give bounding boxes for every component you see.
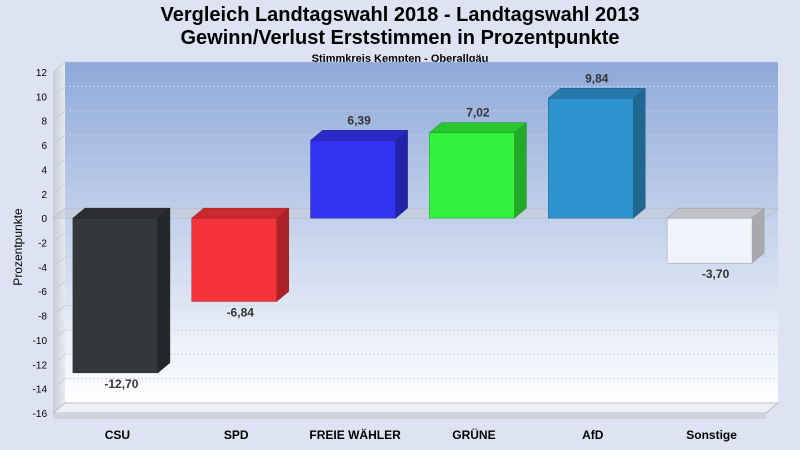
chart-subtitle: Gewinn/Verlust Erststimmen in Prozentpun… <box>180 27 620 49</box>
data-label: 9,84 <box>585 71 609 85</box>
grid-line-side <box>52 110 66 122</box>
x-tick-label: CSU <box>105 428 130 442</box>
y-tick-label: -2 <box>38 239 47 250</box>
y-tick-label: -8 <box>38 312 47 323</box>
grid-line-side <box>52 329 66 341</box>
bar <box>191 217 277 302</box>
y-axis-label: Prozentpunkte <box>11 208 25 286</box>
grid-line-side <box>52 61 66 73</box>
y-tick-label: 4 <box>41 165 47 176</box>
bar <box>666 217 753 264</box>
y-tick-label: 2 <box>41 190 47 201</box>
bar-top <box>309 130 409 141</box>
grid-line-side <box>52 232 66 243</box>
data-label: -12,70 <box>104 377 138 391</box>
bar-top <box>72 207 171 219</box>
bar <box>310 140 396 219</box>
y-tick-label: -10 <box>33 336 48 347</box>
grid-line-side <box>52 134 66 146</box>
grid-line-side <box>52 280 66 292</box>
y-tick-label: -4 <box>38 263 47 274</box>
grid-line-side <box>52 183 66 195</box>
x-tick-label: Sonstige <box>686 428 737 442</box>
bar-top <box>428 122 528 133</box>
grid-line-side <box>52 305 66 316</box>
plot-floor-edge <box>53 413 766 419</box>
bar-top <box>547 88 646 99</box>
x-tick-label: GRÜNE <box>452 427 495 442</box>
chart-title: Vergleich Landtagswahl 2018 - Landtagswa… <box>160 4 640 26</box>
data-label: 7,02 <box>466 106 490 120</box>
grid-line-side <box>52 85 66 97</box>
grid-line-side <box>52 353 66 365</box>
data-label: -6,84 <box>227 305 255 319</box>
x-tick-label: FREIE WÄHLER <box>309 427 401 442</box>
grid-line-side <box>52 256 66 268</box>
bar <box>72 217 159 374</box>
bar-top <box>191 207 290 219</box>
bar-top <box>666 207 765 219</box>
y-tick-label: 10 <box>36 92 48 103</box>
y-tick-label: -6 <box>38 287 47 298</box>
data-label: 6,39 <box>347 113 371 127</box>
grid-line-side <box>52 378 66 390</box>
y-tick-label: 12 <box>36 68 48 79</box>
bar-side <box>514 122 527 219</box>
data-label: -3,70 <box>702 267 730 281</box>
grid-line-side <box>52 159 66 170</box>
y-tick-label: -12 <box>33 360 48 371</box>
y-tick-label: 0 <box>41 214 47 225</box>
y-tick-label: 6 <box>41 141 47 152</box>
x-tick-label: SPD <box>224 428 249 442</box>
bar-side <box>276 207 289 302</box>
y-tick-label: -14 <box>33 385 48 396</box>
bar <box>548 98 634 219</box>
bar <box>429 132 515 219</box>
bar-side <box>157 207 171 374</box>
y-tick-label: 8 <box>41 117 47 128</box>
x-tick-label: AfD <box>582 428 604 442</box>
bar-side <box>395 129 408 219</box>
y-tick-label: -16 <box>33 409 48 420</box>
bar-side <box>633 87 646 219</box>
plot-floor <box>51 402 780 414</box>
